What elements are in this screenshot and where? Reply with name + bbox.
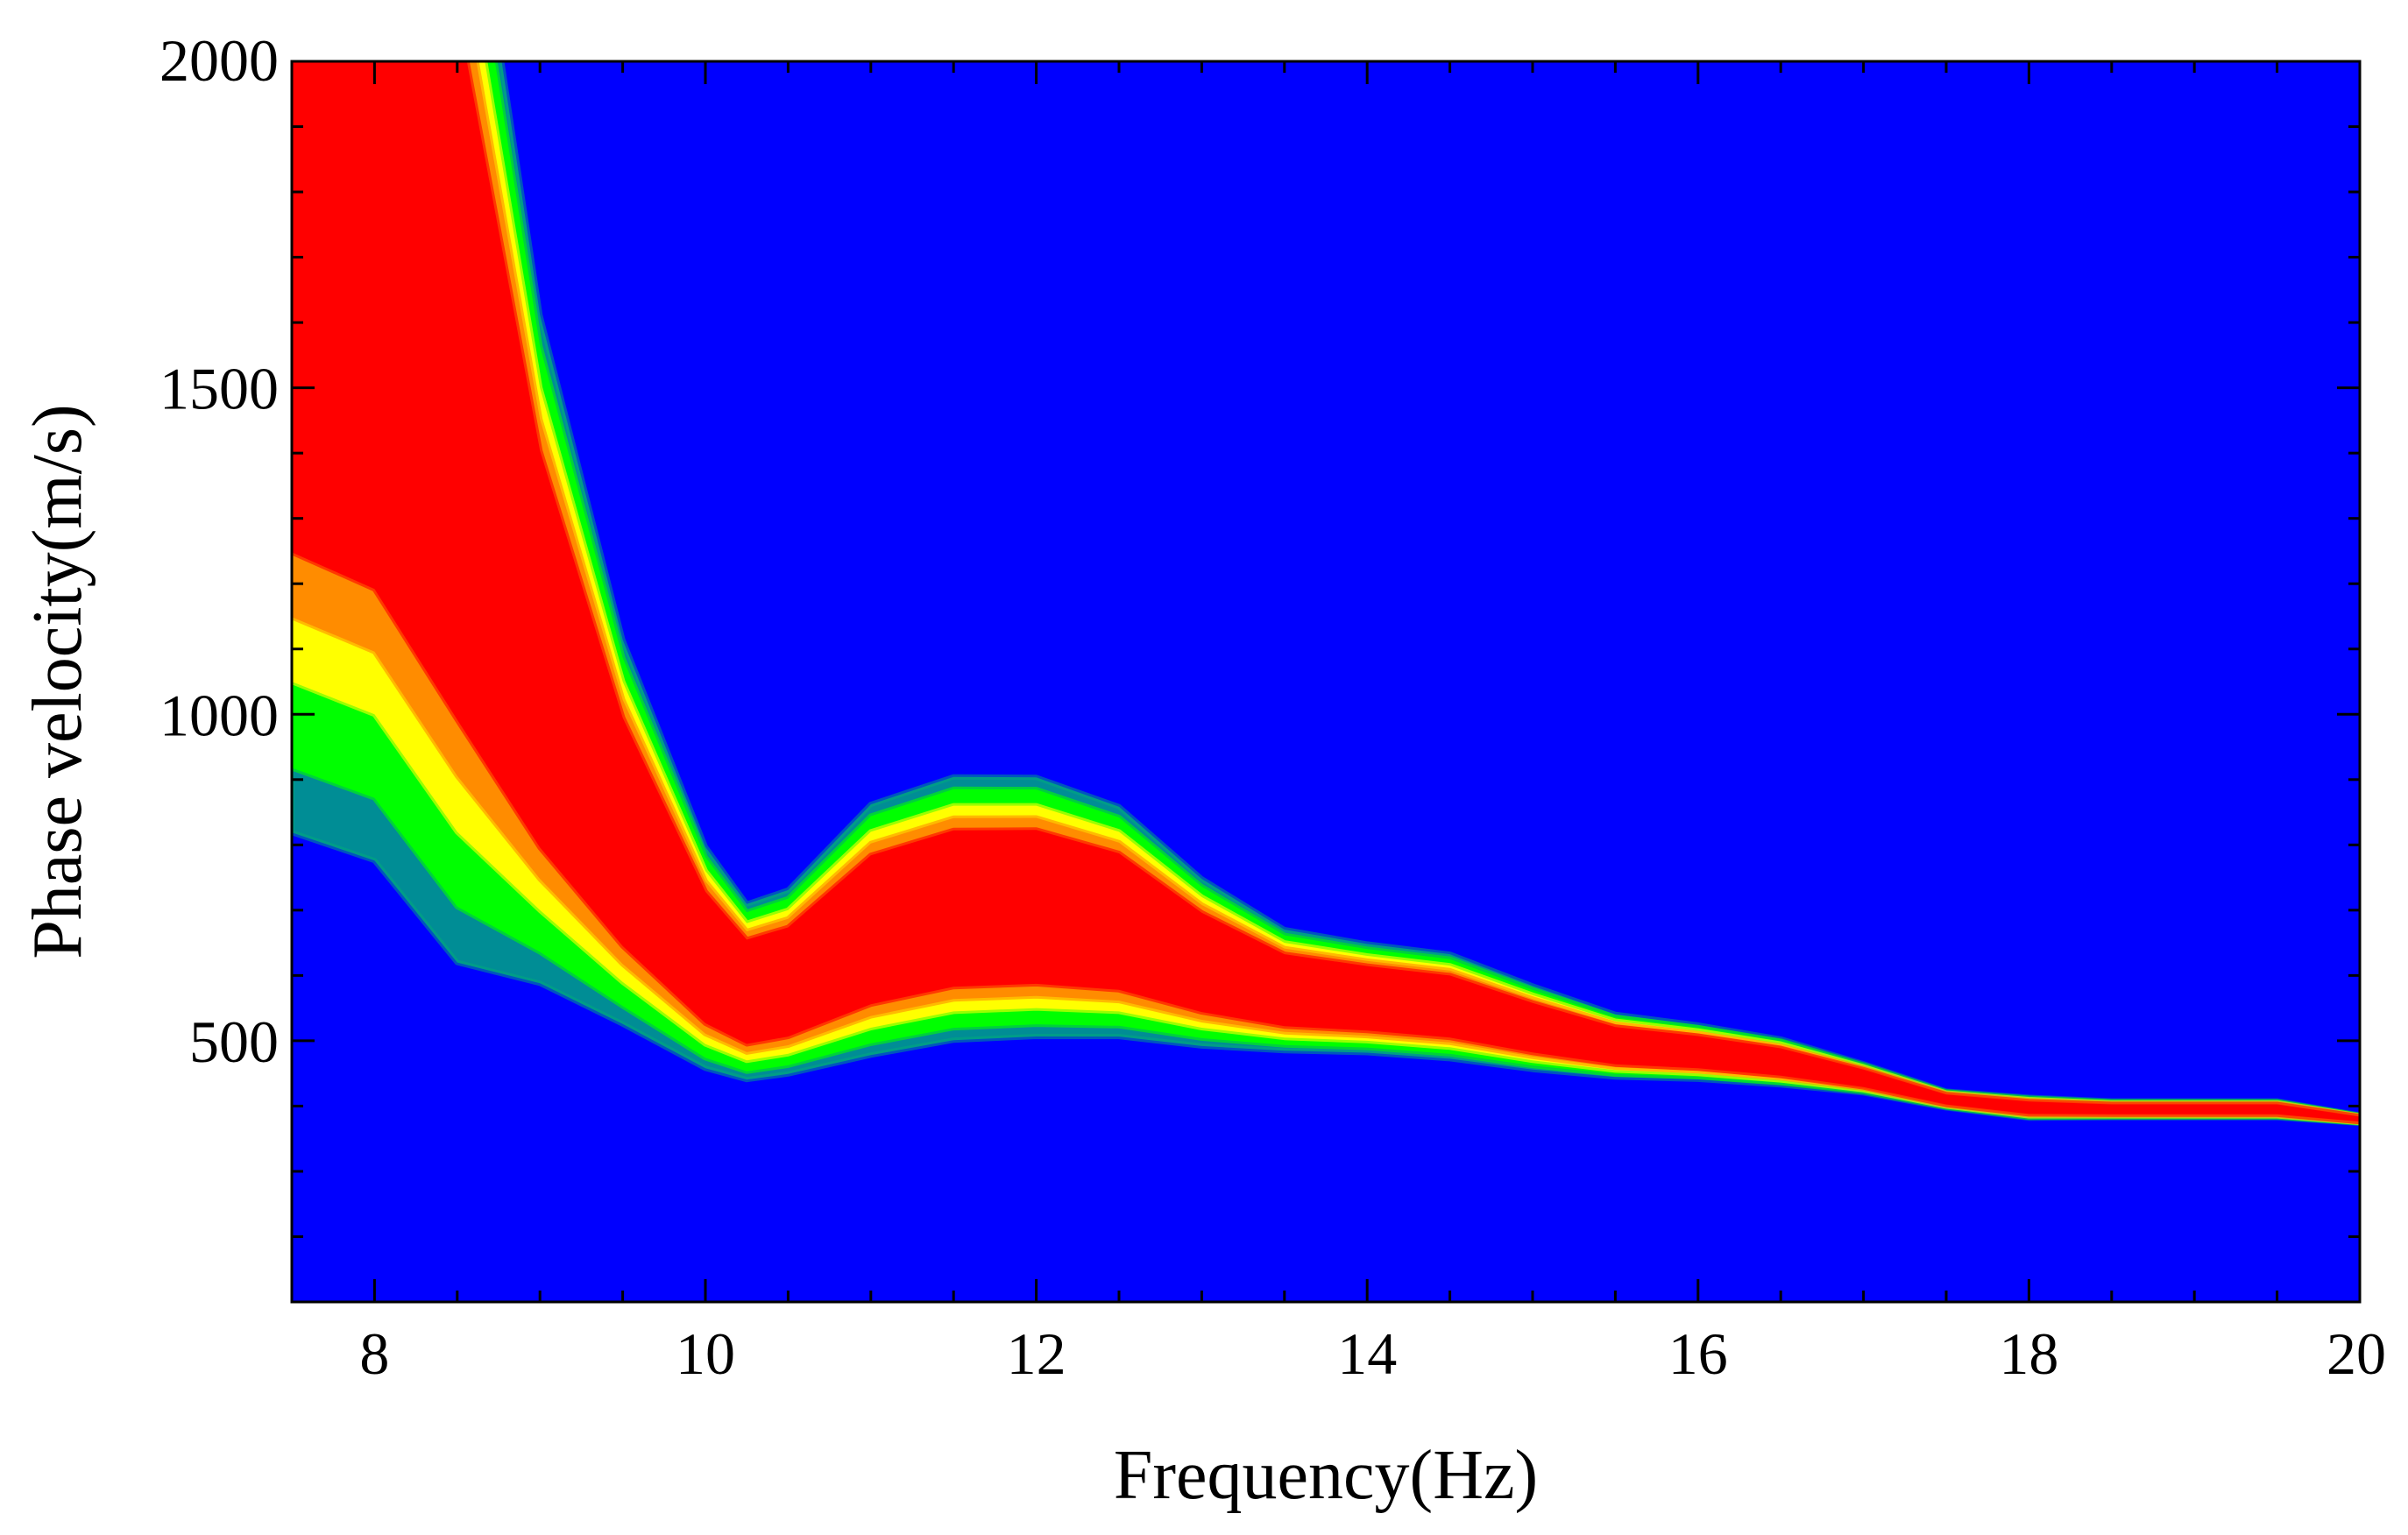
- y-tick-label: 1000: [159, 682, 279, 748]
- x-tick-label: 14: [1337, 1320, 1397, 1387]
- x-tick-label: 8: [359, 1320, 389, 1387]
- x-tick-label: 12: [1007, 1320, 1066, 1387]
- x-tick-label: 16: [1668, 1320, 1728, 1387]
- energy-band: [292, 61, 2360, 1127]
- band-layer-orange: [292, 61, 2360, 1125]
- y-tick-labels: 500 1000 1500 2000: [159, 27, 279, 1075]
- x-tick-label: 10: [676, 1320, 735, 1387]
- axis-ticks: [290, 60, 2362, 1304]
- x-tick-label: 18: [1999, 1320, 2058, 1387]
- x-axis-label: Frequency(Hz): [1114, 1437, 1538, 1514]
- band-layer-yellow: [292, 61, 2360, 1126]
- x-tick-label: 20: [2327, 1320, 2386, 1387]
- band-layer-red: [292, 61, 2360, 1125]
- plot-frame: [290, 60, 2362, 1304]
- y-axis-label: Phase velocity(m/s): [19, 404, 96, 958]
- y-tick-label: 2000: [159, 27, 279, 94]
- y-tick-label: 1500: [159, 356, 279, 422]
- x-tick-labels: 8 10 12 14 16 18 20: [359, 1320, 2386, 1387]
- y-tick-label: 500: [189, 1008, 279, 1075]
- band-layer-outer-fade: [292, 61, 2360, 1127]
